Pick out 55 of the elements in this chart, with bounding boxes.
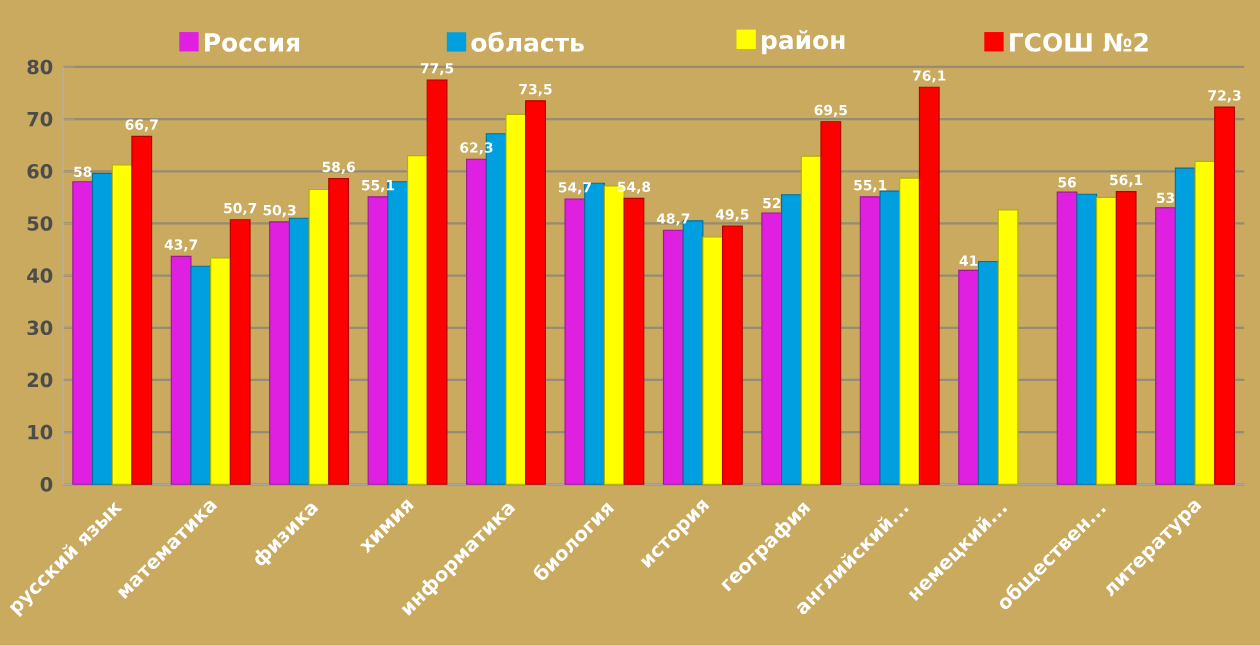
bar xyxy=(91,172,113,485)
bar xyxy=(229,219,251,485)
bar xyxy=(1056,191,1078,485)
bar xyxy=(406,155,428,485)
y-tick-label: 70 xyxy=(27,111,53,127)
bar xyxy=(761,212,783,485)
bar xyxy=(505,113,527,485)
bar xyxy=(269,221,290,485)
bar xyxy=(1096,196,1117,485)
bar xyxy=(1115,191,1137,485)
y-tick-label: 40 xyxy=(27,268,53,284)
y-tick-label: 60 xyxy=(27,164,53,179)
bar xyxy=(308,189,330,485)
bar xyxy=(918,86,940,485)
bar xyxy=(1214,106,1235,485)
legend-label: ГСОШ №2 xyxy=(1010,33,1148,52)
y-tick-label: 50 xyxy=(27,216,53,231)
bar xyxy=(997,209,1019,485)
bar xyxy=(328,178,350,485)
bar xyxy=(111,164,133,485)
y-tick-label: 30 xyxy=(27,320,53,336)
bar xyxy=(859,196,881,485)
bar xyxy=(131,135,153,485)
bar xyxy=(702,236,724,485)
bar xyxy=(466,158,487,485)
bar xyxy=(210,257,231,485)
bar xyxy=(781,194,802,485)
bar xyxy=(1076,193,1098,485)
legend-label: Россия xyxy=(205,33,300,52)
bar xyxy=(800,155,822,485)
legend-label: область xyxy=(471,31,584,53)
bar xyxy=(367,196,389,485)
bar xyxy=(288,217,310,485)
bar xyxy=(525,100,546,485)
y-tick-label: 80 xyxy=(27,59,53,75)
bar xyxy=(820,121,842,485)
y-tick-label: 20 xyxy=(27,372,53,388)
bar xyxy=(1155,207,1176,485)
bar xyxy=(977,261,999,485)
y-tick-label: 10 xyxy=(28,424,53,440)
bar xyxy=(899,177,920,485)
bar xyxy=(564,198,586,485)
bar xyxy=(879,190,901,485)
bar xyxy=(426,79,448,485)
bar xyxy=(190,265,212,485)
y-tick-label: 0 xyxy=(40,477,53,492)
bar xyxy=(958,269,980,485)
bar xyxy=(1194,160,1216,485)
bar xyxy=(721,225,743,485)
bar xyxy=(623,197,645,485)
bar xyxy=(170,255,192,485)
legend-label: район xyxy=(762,30,845,55)
bar xyxy=(72,181,94,485)
bar xyxy=(1174,167,1196,485)
bar xyxy=(662,229,684,485)
